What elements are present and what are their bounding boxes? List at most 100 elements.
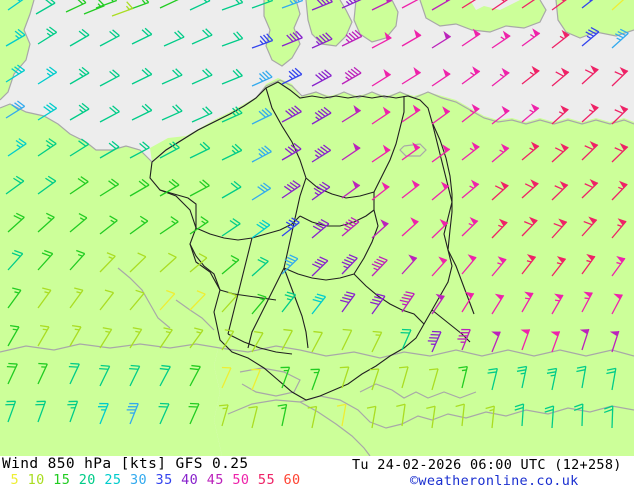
wind-barb xyxy=(520,329,531,351)
wind-barb xyxy=(544,405,555,429)
wind-barb xyxy=(6,362,18,385)
wind-barb xyxy=(159,252,177,273)
wind-barb xyxy=(99,140,120,159)
wind-barb xyxy=(35,400,47,423)
wind-barb xyxy=(129,289,145,311)
wind-barb xyxy=(221,180,242,199)
border-13 xyxy=(353,273,425,325)
coastline-3 xyxy=(263,0,301,67)
wind-barb xyxy=(311,69,332,87)
wind-barb xyxy=(7,0,24,11)
scale-stop-50: 50 xyxy=(223,472,250,488)
wind-barb xyxy=(5,175,25,195)
coastline-8 xyxy=(555,0,634,39)
wind-barb xyxy=(401,217,419,237)
coastline-4 xyxy=(305,0,353,47)
wind-barb xyxy=(37,249,54,271)
wind-barb xyxy=(311,219,330,239)
wind-barb xyxy=(221,255,240,275)
wind-barb xyxy=(573,403,584,427)
wind-barb xyxy=(341,254,358,275)
copyright-credit[interactable]: ©weatheronline.co.uk xyxy=(410,473,579,489)
wind-barb xyxy=(37,138,57,157)
wind-barb xyxy=(341,0,362,9)
wind-barb xyxy=(431,218,449,239)
wind-barb xyxy=(99,215,118,235)
wind-barb xyxy=(611,66,629,87)
wind-barb xyxy=(485,405,495,429)
wind-barb xyxy=(401,104,421,123)
wind-barb xyxy=(581,27,600,47)
map-canvas[interactable] xyxy=(0,0,634,456)
wind-barb xyxy=(37,66,58,85)
footer-bar: Wind 850 hPa [kts] GFS 0.25 5 10 15 20 2… xyxy=(0,456,634,490)
wind-barb xyxy=(37,212,55,233)
wind-barb xyxy=(251,33,274,49)
wind-barb xyxy=(7,138,27,157)
wind-barb xyxy=(581,0,594,9)
landmass-3 xyxy=(264,0,300,66)
wind-barb xyxy=(371,69,392,87)
wind-barb xyxy=(281,142,302,161)
wind-barb xyxy=(189,253,208,273)
wind-barb xyxy=(280,366,291,389)
wind-barb xyxy=(611,180,628,201)
wind-barb xyxy=(189,141,211,159)
wind-barb xyxy=(99,252,116,273)
coastline-6 xyxy=(265,79,634,125)
wind-barb xyxy=(400,328,412,351)
wind-barb xyxy=(461,103,480,123)
border-1 xyxy=(265,87,307,179)
wind-barb xyxy=(281,0,304,9)
wind-barb xyxy=(281,291,297,313)
wind-barb xyxy=(97,402,109,425)
wind-barb xyxy=(129,215,149,235)
wind-barb xyxy=(311,293,327,315)
coastline-layer xyxy=(0,0,634,456)
wind-barb xyxy=(159,141,180,159)
land-layer xyxy=(0,0,634,456)
wind-barb xyxy=(401,67,422,85)
coastline-15 xyxy=(227,399,371,456)
wind-barb xyxy=(491,218,508,239)
wind-barb xyxy=(426,405,436,429)
wind-barb xyxy=(99,327,113,349)
wind-barb xyxy=(431,0,451,11)
wind-barb xyxy=(371,31,392,49)
wind-barb xyxy=(159,327,173,349)
wind-barb xyxy=(221,218,241,237)
wind-barb xyxy=(606,367,617,391)
landmass-2 xyxy=(150,78,634,456)
scale-stop-25: 25 xyxy=(95,472,122,488)
wind-barb xyxy=(307,405,318,429)
map-svg xyxy=(0,0,634,456)
wind-barb xyxy=(129,141,150,159)
wind-barb xyxy=(99,69,120,87)
wind-barb xyxy=(458,366,468,389)
wind-barb xyxy=(427,330,442,353)
wind-barb xyxy=(401,179,420,199)
border-12 xyxy=(189,243,221,291)
scale-stop-20: 20 xyxy=(70,472,96,488)
border-16 xyxy=(159,189,197,228)
wind-barb xyxy=(83,0,105,15)
wind-barb xyxy=(339,366,350,389)
wind-barb xyxy=(251,293,267,315)
coastline-7 xyxy=(419,0,547,33)
wind-barb xyxy=(551,256,567,277)
wind-barb xyxy=(551,29,570,49)
wind-barb xyxy=(251,0,274,9)
wind-barb xyxy=(99,105,120,123)
wind-barb xyxy=(37,175,57,195)
wind-barb xyxy=(461,254,477,275)
border-5 xyxy=(283,267,355,281)
scale-stop-10: 10 xyxy=(19,472,45,488)
wind-barb xyxy=(461,28,481,47)
wind-barb xyxy=(431,293,445,315)
wind-barb xyxy=(159,216,179,235)
wind-barb xyxy=(431,181,450,201)
coastline-11 xyxy=(299,349,634,359)
wind-barb xyxy=(603,405,614,429)
wind-barb xyxy=(310,368,321,391)
coastline-0 xyxy=(0,0,35,101)
